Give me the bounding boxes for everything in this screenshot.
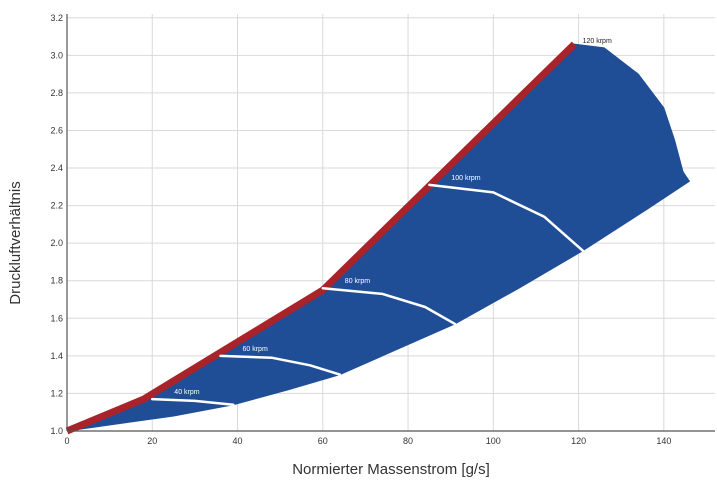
x-tick-label: 140: [656, 436, 671, 446]
y-tick-label: 2.8: [50, 88, 63, 98]
y-tick-label: 3.0: [50, 50, 63, 60]
y-tick-label: 2.6: [50, 125, 63, 135]
y-tick-label: 1.4: [50, 351, 63, 361]
y-tick-label: 1.8: [50, 276, 63, 286]
speed-line-label: 80 krpm: [345, 278, 370, 285]
top-speed-label: 120 krpm: [583, 38, 612, 45]
y-tick-label: 2.4: [50, 163, 63, 173]
y-tick-label: 2.2: [50, 201, 63, 211]
y-tick-label: 3.2: [50, 13, 63, 23]
y-axis-title: Druckluftverhältnis: [7, 181, 24, 304]
x-tick-label: 40: [233, 436, 243, 446]
speed-labels-layer: 40 krpm 60 krpm 80 krpm 100 krpm 120 krpm: [174, 38, 612, 396]
y-tick-label: 1.2: [50, 388, 63, 398]
x-tick-label: 80: [403, 436, 413, 446]
x-tick-label: 0: [64, 436, 69, 446]
y-tick-label: 2.0: [50, 238, 63, 248]
surge-line: [65, 41, 577, 435]
axes-layer: 0 20 40 60 80 100 120 140 1.0 1.2 1.4 1.6 1.8 2.0 2.2 2…: [50, 13, 715, 446]
x-tick-label: 120: [571, 436, 586, 446]
x-tick-label: 20: [147, 436, 157, 446]
x-tick-label: 60: [318, 436, 328, 446]
y-tick-label: 1.6: [50, 313, 63, 323]
x-tick-label: 100: [486, 436, 501, 446]
y-tick-label: 1.0: [50, 426, 63, 436]
speed-line-label: 100 krpm: [451, 175, 480, 182]
x-axis-title: Normierter Massenstrom [g/s]: [292, 461, 490, 478]
speed-lines-layer: [65, 41, 585, 435]
speed-line: [428, 183, 585, 252]
speed-line: [321, 286, 457, 326]
speed-line-label: 60 krpm: [243, 346, 268, 353]
speed-line: [219, 354, 342, 376]
speed-line: [151, 397, 235, 406]
speed-line-label: 40 krpm: [174, 389, 199, 396]
